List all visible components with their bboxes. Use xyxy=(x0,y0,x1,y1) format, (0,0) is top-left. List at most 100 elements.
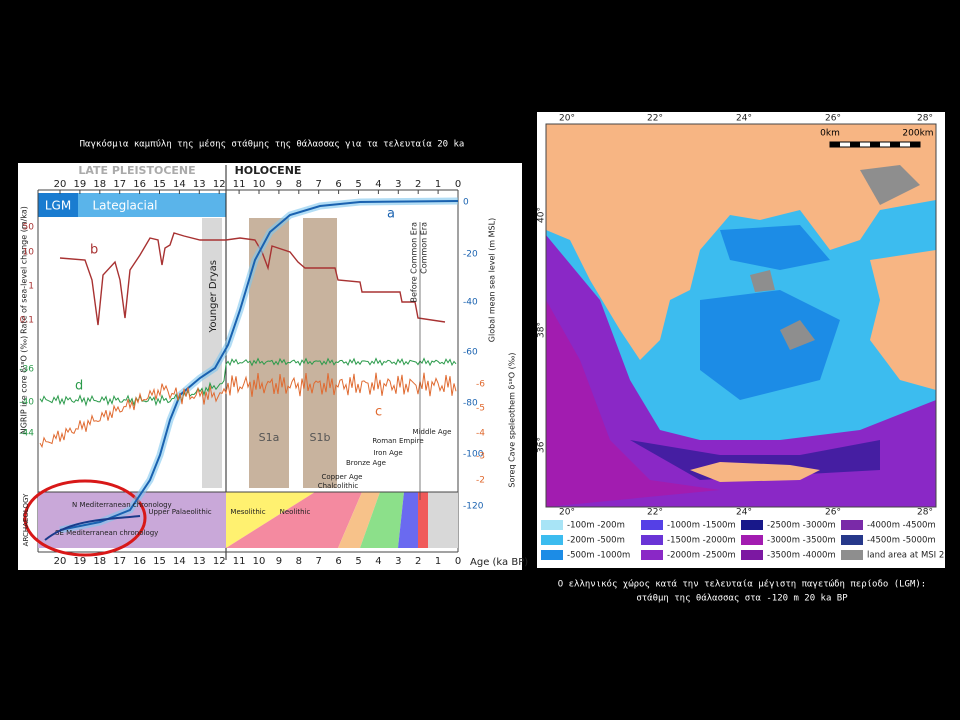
event-label: Common Era xyxy=(420,222,429,274)
culture-label: Copper Age xyxy=(321,473,362,481)
y-tick-label: -36 xyxy=(19,365,34,375)
y-tick-label: -20 xyxy=(463,250,478,260)
map-border xyxy=(545,123,937,508)
age-tick-label: 18 xyxy=(93,179,106,190)
age-tick-label: 19 xyxy=(74,179,87,190)
lat-tick-label: 38° xyxy=(537,322,547,338)
age-tick-label: 3 xyxy=(395,179,401,190)
legend-swatch xyxy=(641,520,663,530)
soreq-curve xyxy=(39,372,457,449)
left-caption: Παγκόσμια καμπύλη της μέσης στάθμης της … xyxy=(80,139,465,150)
legend-swatch xyxy=(841,550,863,560)
chronology-label: N Mediterranean chronology xyxy=(72,501,172,509)
axis-title: Global mean sea level (m MSL) xyxy=(488,218,497,342)
event-label: S1a xyxy=(259,431,280,444)
deep-sea xyxy=(546,300,720,507)
lateglacial-label: Lateglacial xyxy=(92,199,157,213)
age-tick-label: 12 xyxy=(213,179,226,190)
y-tick-label: 0.1 xyxy=(20,316,34,326)
rate-curve xyxy=(59,232,446,326)
lon-tick-label: 28° xyxy=(917,508,933,518)
lon-tick-label: 22° xyxy=(647,508,663,518)
lon-tick-label: 26° xyxy=(825,508,841,518)
age-tick-label: 17 xyxy=(113,179,126,190)
sea-level-figure: LATE PLEISTOCENE HOLOCENE LGM Lateglacia… xyxy=(18,163,528,570)
age-tick-label: 2 xyxy=(415,179,421,190)
legend-swatch xyxy=(641,550,663,560)
highlight-ellipse xyxy=(23,479,147,557)
chronology-curve xyxy=(44,515,141,541)
age-tick-label: 6 xyxy=(335,179,341,190)
y-tick-label: -2 xyxy=(476,476,485,486)
lon-tick-label: 24° xyxy=(736,114,752,124)
y-tick-label: -120 xyxy=(463,502,484,512)
land-msi2 xyxy=(750,270,775,292)
legend-label: -4500m -5000m xyxy=(867,536,936,546)
age-tick-label: 17 xyxy=(113,556,126,567)
y-tick-label: -80 xyxy=(463,399,478,409)
culture-label: Bronze Age xyxy=(346,459,386,467)
age-tick-label: 8 xyxy=(296,179,302,190)
age-tick-label: 4 xyxy=(375,556,381,567)
land xyxy=(870,250,936,390)
legend-swatch xyxy=(541,535,563,545)
age-tick-label: 2 xyxy=(415,556,421,567)
age-tick-label: 1 xyxy=(435,556,441,567)
legend-label: -2500m -3000m xyxy=(767,521,836,531)
lon-tick-label: 28° xyxy=(917,114,933,124)
lon-tick-label: 22° xyxy=(647,114,663,124)
age-tick-label: 13 xyxy=(193,556,206,567)
chronology-label: SE Mediterranean chronology xyxy=(55,529,158,537)
lgm-bar xyxy=(38,193,78,217)
lon-tick-label: 20° xyxy=(559,508,575,518)
age-tick-label: 9 xyxy=(276,179,282,190)
panel-letter: b xyxy=(90,243,98,258)
age-tick-label: 18 xyxy=(93,556,106,567)
age-tick-label: 20 xyxy=(54,556,67,567)
crete xyxy=(690,462,820,482)
roman-zone xyxy=(418,492,428,548)
culture-label: Neolithic xyxy=(280,508,311,516)
culture-label: Chalcolithic xyxy=(318,482,359,490)
neolithic-zone xyxy=(226,492,362,548)
legend-label: -1000m -1500m xyxy=(667,521,736,531)
scale-bar-segments xyxy=(830,142,920,147)
y-tick-label: 10 xyxy=(23,248,35,258)
axis-title: Rate of sea-level change (m/ka) xyxy=(20,206,29,334)
age-tick-label: 9 xyxy=(276,556,282,567)
y-tick-label: -4 xyxy=(476,429,485,439)
scale-label: 200km xyxy=(902,129,933,139)
age-tick-label: 15 xyxy=(153,179,166,190)
age-tick-label: 11 xyxy=(233,556,246,567)
y-tick-label: -6 xyxy=(476,380,485,390)
legend-swatch xyxy=(841,520,863,530)
legend-swatch xyxy=(541,550,563,560)
legend-label: -500m -1000m xyxy=(567,551,630,561)
y-tick-label: -100 xyxy=(463,450,484,460)
age-tick-label: 15 xyxy=(153,556,166,567)
s1b-band xyxy=(303,218,337,488)
archaeology-title: ARCHAEOLOGY xyxy=(22,493,30,546)
age-tick-label: 11 xyxy=(233,179,246,190)
bathymetry-map: 0km 200km 20° 20° 22° 22° 24° 24° 26° 26° 28° 28°… xyxy=(537,112,945,568)
lat-tick-label: 36° xyxy=(537,437,547,453)
legend-swatch xyxy=(841,535,863,545)
age-tick-label: 4 xyxy=(375,179,381,190)
y-tick-label: -40 xyxy=(19,398,34,408)
scale-label: 0km xyxy=(820,129,840,139)
age-tick-label: 14 xyxy=(173,179,186,190)
age-tick-label: 0 xyxy=(455,179,461,190)
culture-label: Upper Palaeolithic xyxy=(148,508,211,516)
land xyxy=(546,124,936,360)
sea-level-curve xyxy=(59,200,459,531)
legend-swatch xyxy=(741,520,763,530)
age-tick-label: 0 xyxy=(455,556,461,567)
y-tick-label: 1 xyxy=(28,282,34,292)
ngrip-curve xyxy=(39,357,457,407)
legend-swatch xyxy=(741,550,763,560)
y-tick-label: 0 xyxy=(463,198,469,208)
axis-title: Age (ka BP) xyxy=(470,557,528,568)
y-tick-label: -3 xyxy=(476,452,485,462)
age-tick-label: 7 xyxy=(316,179,322,190)
